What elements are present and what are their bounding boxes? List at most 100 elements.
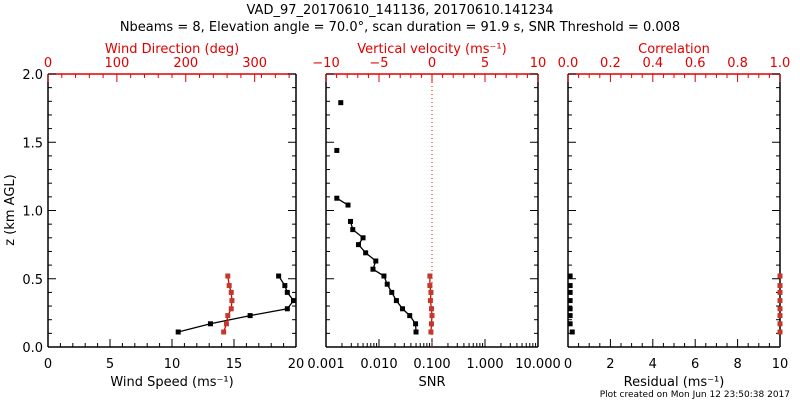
data-point-wind-speed xyxy=(247,313,253,319)
x-tick-label: 0.100 xyxy=(413,357,450,372)
y-tick-label: 0.0 xyxy=(22,341,43,356)
y-tick-label: 1.0 xyxy=(22,205,43,220)
data-point-snr xyxy=(400,306,406,312)
panel3-xlabel: Residual (ms⁻¹) xyxy=(624,375,725,390)
data-point-snr xyxy=(407,313,413,319)
top-x-tick-label: 0 xyxy=(44,56,52,71)
panel1-top-xlabel: Wind Direction (deg) xyxy=(105,42,239,57)
title-line1: VAD_97_20170610_141136, 20170610.141234 xyxy=(247,3,554,18)
series-line-wind-speed xyxy=(178,275,295,333)
x-tick-label: 6 xyxy=(691,357,699,372)
panel3-top-xlabel: Correlation xyxy=(638,42,710,57)
title-line2: Nbeams = 8, Elevation angle = 70.0°, sca… xyxy=(120,20,680,35)
data-point-vertical-velocity xyxy=(429,313,435,319)
data-point-snr xyxy=(413,329,419,335)
data-point-snr xyxy=(384,281,390,287)
x-tick-label: 5 xyxy=(106,357,114,372)
data-point-snr xyxy=(389,289,395,295)
x-tick-label: 10 xyxy=(164,357,181,372)
data-point-snr xyxy=(334,195,340,201)
top-x-tick-label: −5 xyxy=(369,56,388,71)
data-point-correlation xyxy=(777,298,783,304)
data-point-wind-direction xyxy=(228,289,234,295)
data-point-snr xyxy=(413,321,419,327)
data-point-residual xyxy=(567,298,573,304)
x-tick-label: 0.001 xyxy=(307,357,344,372)
data-point-snr xyxy=(393,298,399,304)
y-tick-label: 0.5 xyxy=(22,273,43,288)
data-point-vertical-velocity xyxy=(428,306,434,312)
y-tick-label: 2.0 xyxy=(22,68,43,83)
data-point-vertical-velocity xyxy=(427,283,433,289)
top-x-tick-label: 1.0 xyxy=(770,56,791,71)
data-point-wind-speed xyxy=(291,298,297,304)
data-point-snr xyxy=(363,250,369,256)
x-tick-label: 20 xyxy=(288,357,305,372)
footer-timestamp: Plot created on Mon Jun 12 23:50:38 2017 xyxy=(600,390,790,400)
data-point-wind-speed xyxy=(284,306,290,312)
data-point-snr xyxy=(370,266,376,272)
data-point-residual xyxy=(567,283,573,289)
top-x-tick-label: 5 xyxy=(481,56,489,71)
data-point-vertical-velocity xyxy=(427,273,433,279)
x-tick-label: 15 xyxy=(226,357,243,372)
data-point-correlation xyxy=(777,289,783,295)
data-point-residual xyxy=(567,313,573,319)
data-point-residual xyxy=(569,329,575,335)
data-point-wind-speed xyxy=(276,273,282,279)
data-point-snr xyxy=(381,273,387,279)
x-tick-label: 0 xyxy=(44,357,52,372)
top-x-tick-label: −10 xyxy=(312,56,339,71)
data-point-vertical-velocity xyxy=(428,321,434,327)
x-tick-label: 8 xyxy=(733,357,741,372)
data-point-residual xyxy=(567,306,573,312)
y-axis-label: z (km AGL) xyxy=(3,174,18,245)
data-point-wind-direction xyxy=(225,313,231,319)
data-point-snr xyxy=(360,235,366,241)
data-point-wind-speed xyxy=(207,321,213,327)
panel2-top-xlabel: Vertical velocity (ms⁻¹) xyxy=(357,42,506,57)
data-point-snr xyxy=(355,242,361,248)
data-point-correlation xyxy=(777,321,783,327)
data-point-wind-speed xyxy=(284,289,290,295)
data-point-wind-direction xyxy=(229,298,235,304)
x-tick-label: 0.010 xyxy=(360,357,397,372)
data-point-correlation xyxy=(777,273,783,279)
x-tick-label: 10 xyxy=(772,357,789,372)
data-point-correlation xyxy=(777,329,783,335)
data-point-wind-direction xyxy=(221,329,227,335)
x-tick-label: 2 xyxy=(606,357,614,372)
x-tick-label: 4 xyxy=(649,357,657,372)
data-point-snr xyxy=(350,227,356,233)
data-point-correlation xyxy=(777,283,783,289)
data-point-snr xyxy=(373,258,379,264)
panel2-xlabel: SNR xyxy=(418,375,445,390)
data-point-correlation xyxy=(777,306,783,312)
data-point-wind-direction xyxy=(225,273,231,279)
top-x-tick-label: 100 xyxy=(104,56,129,71)
data-point-wind-speed xyxy=(175,329,181,335)
x-tick-label: 1.000 xyxy=(466,357,503,372)
data-point-vertical-velocity xyxy=(428,329,434,335)
top-x-tick-label: 0 xyxy=(428,56,436,71)
top-x-tick-label: 300 xyxy=(242,56,267,71)
top-x-tick-label: 0.8 xyxy=(727,56,748,71)
top-x-tick-label: 0.2 xyxy=(600,56,621,71)
data-point-vertical-velocity xyxy=(428,289,434,295)
x-tick-label: 0 xyxy=(564,357,572,372)
data-point-wind-direction xyxy=(228,306,234,312)
data-point-residual xyxy=(567,289,573,295)
data-point-wind-direction xyxy=(223,321,229,327)
panel1-xlabel: Wind Speed (ms⁻¹) xyxy=(110,375,233,390)
data-point-wind-speed xyxy=(282,283,288,289)
x-tick-label: 10.000 xyxy=(515,357,561,372)
data-point-snr xyxy=(348,218,354,224)
data-point-correlation xyxy=(777,313,783,319)
data-point-vertical-velocity xyxy=(427,298,433,304)
data-point-wind-direction xyxy=(226,283,232,289)
top-x-tick-label: 0.4 xyxy=(642,56,663,71)
data-point-snr xyxy=(334,147,340,153)
top-x-tick-label: 0.6 xyxy=(685,56,706,71)
top-x-tick-label: 0.0 xyxy=(558,56,579,71)
